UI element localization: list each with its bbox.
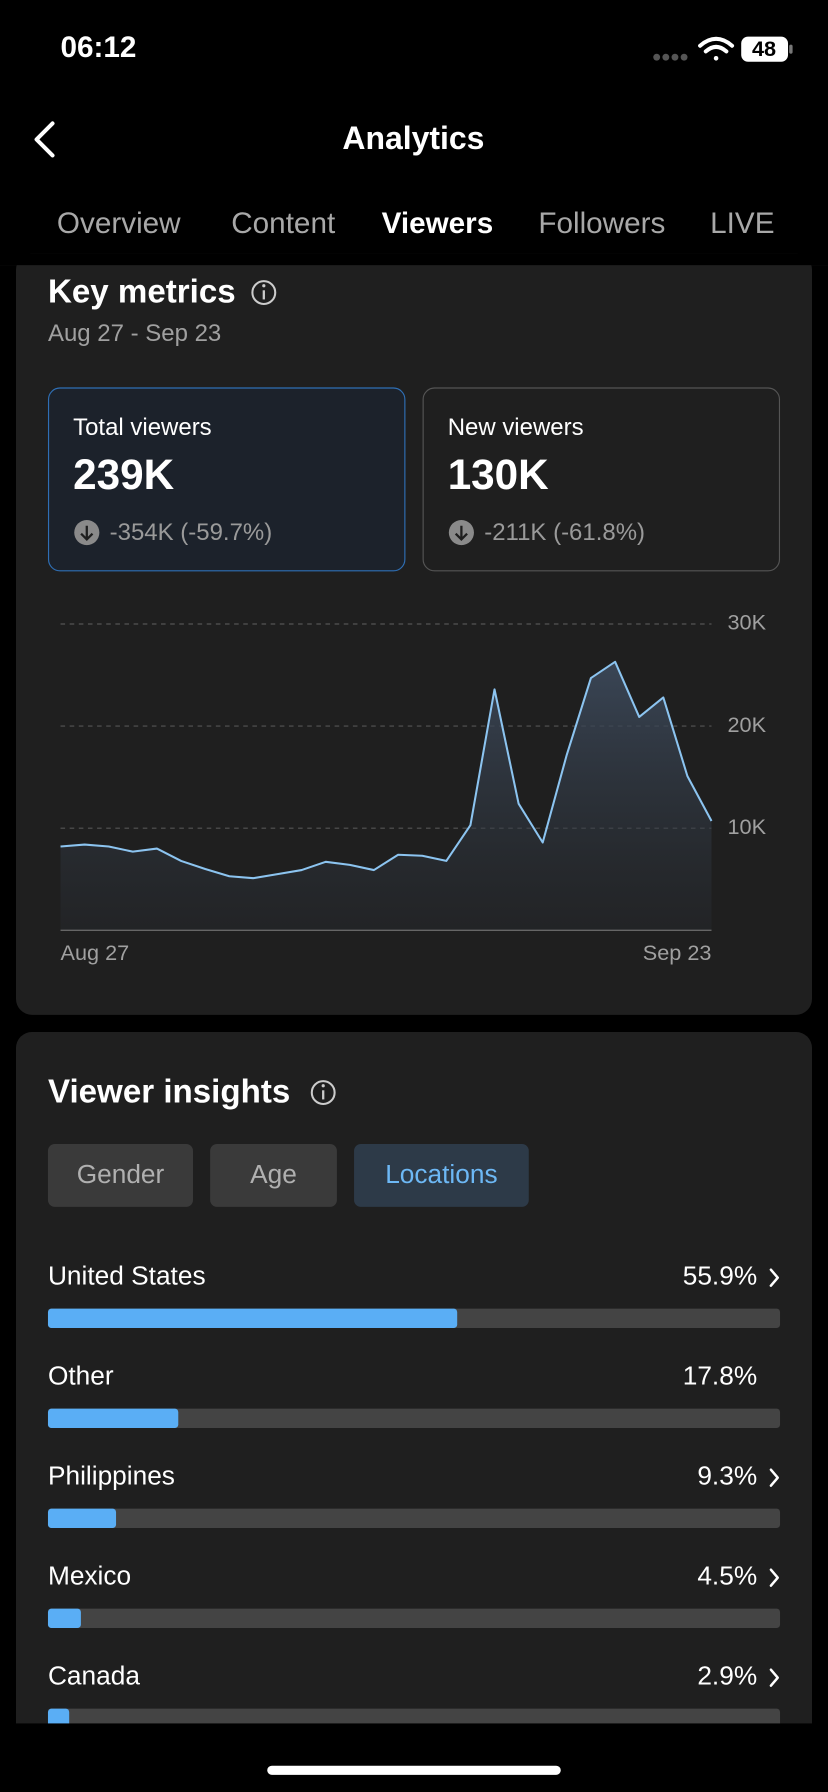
tab[interactable]: LIVE <box>710 207 774 240</box>
location-name: Philippines <box>48 1461 175 1491</box>
metric-value: 239K <box>73 451 174 498</box>
content: Key metrics Aug 27 - Sep 23 Viewer insig… <box>0 253 828 1792</box>
location-name: Canada <box>48 1661 140 1691</box>
tab-bar: Overview Content Viewers Followers LIVE <box>57 207 775 264</box>
tab[interactable]: Content <box>231 207 336 240</box>
line <box>60 660 713 880</box>
metric-label: Total viewers <box>73 414 212 441</box>
metric-card-bg <box>47 387 406 572</box>
bar <box>47 1408 179 1428</box>
back-button[interactable] <box>34 121 55 158</box>
y-tick-label: 30K <box>727 610 766 635</box>
battery-icon <box>741 36 789 62</box>
row-chevron[interactable] <box>769 1668 780 1687</box>
metric-card-bg <box>422 387 781 572</box>
location-percent: 2.9% <box>697 1661 757 1691</box>
metric-card[interactable]: Total viewers 239K -354K (-59.7%) <box>47 387 406 572</box>
status-time: 06:12 <box>61 31 137 64</box>
bottom-bar <box>0 1723 828 1792</box>
filter-chip[interactable]: Gender <box>47 1144 194 1207</box>
bar <box>47 1508 117 1528</box>
filter-chip-bg <box>354 1144 529 1207</box>
battery-level: 48 <box>752 36 776 61</box>
section-title: Viewer insights <box>48 1073 290 1110</box>
wifi-icon <box>698 36 735 61</box>
bar-track <box>47 1708 781 1728</box>
row-chevron[interactable] <box>769 1568 780 1587</box>
location-percent: 4.5% <box>697 1561 757 1591</box>
location-percent: 9.3% <box>697 1461 757 1491</box>
tab[interactable]: Viewers <box>382 207 494 240</box>
location-name: United States <box>48 1261 206 1291</box>
bar <box>47 1608 81 1628</box>
filter-label: Locations <box>385 1159 497 1189</box>
bar <box>47 1308 458 1328</box>
info-icon[interactable] <box>251 280 277 306</box>
area <box>60 661 712 931</box>
tab[interactable]: Followers <box>538 207 665 240</box>
metric-change: -354K (-59.7%) <box>110 519 273 546</box>
x-tick-label: Aug 27 <box>61 940 130 965</box>
location-name: Mexico <box>48 1561 131 1591</box>
y-tick-label: 10K <box>727 814 766 839</box>
bar-track <box>47 1408 781 1428</box>
page-title: Analytics <box>342 120 484 156</box>
signal-icon <box>653 53 688 61</box>
metric-label: New viewers <box>448 414 584 441</box>
row-chevron[interactable] <box>769 1468 780 1487</box>
bar-track <box>47 1608 781 1628</box>
metric-value: 130K <box>448 451 549 498</box>
location-percent: 55.9% <box>683 1261 757 1291</box>
bar <box>47 1708 70 1728</box>
filter-chip-bg <box>210 1144 337 1207</box>
location-percent: 17.8% <box>683 1361 757 1391</box>
down-arrow <box>454 525 468 542</box>
filter-chip[interactable]: Locations <box>354 1144 529 1207</box>
tab[interactable]: Overview <box>57 207 181 240</box>
down-arrow <box>80 525 94 542</box>
filter-label: Age <box>250 1159 297 1189</box>
date-range: Aug 27 - Sep 23 <box>48 320 221 347</box>
filter-label: Gender <box>77 1159 165 1189</box>
filter-chip[interactable]: Age <box>210 1144 337 1207</box>
info-icon[interactable] <box>310 1080 336 1106</box>
bar-track <box>47 1508 781 1528</box>
battery-cap <box>789 44 793 54</box>
y-tick-label: 20K <box>727 712 766 737</box>
card-clip <box>0 253 828 266</box>
metric-change: -211K (-61.8%) <box>484 519 645 546</box>
metric-card[interactable]: New viewers 130K -211K (-61.8%) <box>422 387 781 572</box>
home-indicator <box>267 1765 561 1775</box>
section-title: Key metrics <box>48 273 236 310</box>
row-chevron[interactable] <box>769 1268 780 1287</box>
x-tick-label: Sep 23 <box>643 940 712 965</box>
filter-chip-bg <box>47 1144 194 1207</box>
location-name: Other <box>48 1361 114 1391</box>
